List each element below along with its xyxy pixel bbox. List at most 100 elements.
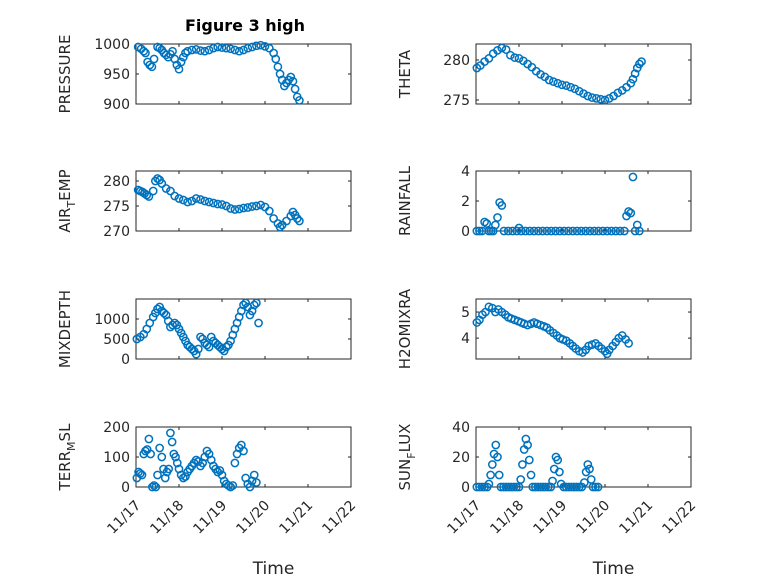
data-point [166, 428, 175, 438]
data-point [546, 482, 556, 492]
data-point [509, 482, 519, 492]
data-point [600, 95, 610, 105]
data-point [475, 226, 484, 236]
data-point [230, 205, 240, 214]
y-axis-label-subscript: M [65, 441, 78, 451]
data-point [534, 226, 543, 236]
data-point [566, 82, 575, 92]
data-point [249, 470, 259, 480]
data-point [546, 226, 556, 236]
data-point [249, 300, 259, 310]
data-point [153, 304, 162, 314]
data-point [594, 226, 603, 236]
x-tick-label: 11/22 [319, 498, 359, 538]
data-point [247, 202, 257, 211]
data-point [256, 200, 266, 210]
data-point [171, 452, 180, 462]
data-point [213, 42, 223, 52]
data-point [295, 216, 304, 226]
data-point [234, 204, 244, 214]
x-tick-label: 11/21 [616, 498, 656, 538]
data-point [581, 226, 591, 236]
data-point [200, 196, 210, 206]
data-point [628, 172, 638, 182]
subplot-h2omixra: 4 5 H2OMIXRA [396, 288, 692, 369]
data-point [591, 482, 600, 492]
data-point [607, 226, 616, 236]
data-point [275, 222, 285, 232]
data-point [288, 76, 298, 86]
y-tick-label: 20 [452, 450, 470, 466]
y-tick-label: 0 [461, 480, 470, 496]
data-point [290, 84, 300, 94]
data-point [183, 197, 192, 207]
data-point [239, 203, 248, 213]
data-point [574, 482, 584, 492]
data-point [561, 81, 571, 90]
data-point [167, 437, 177, 447]
x-tick-label: 11/20 [573, 498, 613, 538]
data-point [637, 57, 646, 66]
axis-frame [475, 298, 692, 360]
data-point [178, 473, 188, 483]
data-point [264, 43, 274, 53]
data-point [191, 194, 201, 203]
data-point [176, 57, 186, 67]
y-tick-label: 500 [103, 332, 130, 348]
data-point [516, 475, 526, 484]
data-point [168, 46, 177, 56]
data-point [557, 80, 567, 90]
data-point [217, 200, 227, 209]
data-point [215, 466, 225, 475]
data-point [499, 226, 509, 236]
data-point [630, 69, 640, 78]
data-point [583, 91, 593, 101]
data-point [543, 482, 553, 492]
x-tick-label: 11/18 [487, 498, 527, 538]
x-tick-label: 11/18 [147, 498, 187, 538]
y-tick-label: 275 [443, 93, 470, 109]
data-point [295, 96, 304, 105]
data-point [155, 443, 164, 453]
data-point [494, 470, 504, 480]
data-point [564, 226, 573, 236]
y-tick-label: 0 [121, 480, 130, 496]
data-point [512, 482, 521, 492]
y-tick-label: 950 [103, 67, 130, 83]
x-tick-label: 11/17 [444, 498, 484, 538]
subplot-rainfall: 0 2 4 RAINFALL [396, 164, 692, 240]
data-point [234, 46, 244, 56]
data-point [252, 478, 261, 487]
data-point [226, 204, 235, 213]
x-tick-label: 11/19 [190, 498, 230, 538]
data-point [497, 201, 507, 210]
data-point [239, 300, 248, 310]
y-axis-label: MIXDEPTH [56, 290, 74, 368]
data-point [139, 46, 149, 56]
data-point [247, 42, 257, 52]
data-point [157, 452, 167, 462]
data-point [501, 45, 511, 54]
data-point [526, 470, 536, 480]
data-point [593, 482, 603, 492]
data-point [477, 482, 487, 492]
data-point [213, 199, 223, 209]
data-point [183, 46, 192, 56]
y-tick-label: 1000 [94, 312, 130, 328]
data-point [174, 194, 184, 203]
data-point [181, 472, 190, 481]
y-tick-label: 1000 [94, 37, 130, 53]
y-tick-label: 900 [103, 97, 130, 113]
y-axis-label-main: RAINFALL [396, 165, 414, 236]
data-point [555, 467, 564, 477]
data-point [514, 54, 524, 63]
y-tick-label: 200 [103, 420, 130, 436]
y-axis-label-main: TERR [56, 451, 74, 492]
y-axis-label: AIRTEMP [56, 169, 78, 232]
data-point [572, 482, 581, 492]
data-point [187, 45, 197, 55]
y-axis-label-main: SUN [396, 459, 414, 491]
data-point [635, 59, 644, 69]
data-point [611, 226, 621, 236]
data-point [521, 434, 531, 444]
